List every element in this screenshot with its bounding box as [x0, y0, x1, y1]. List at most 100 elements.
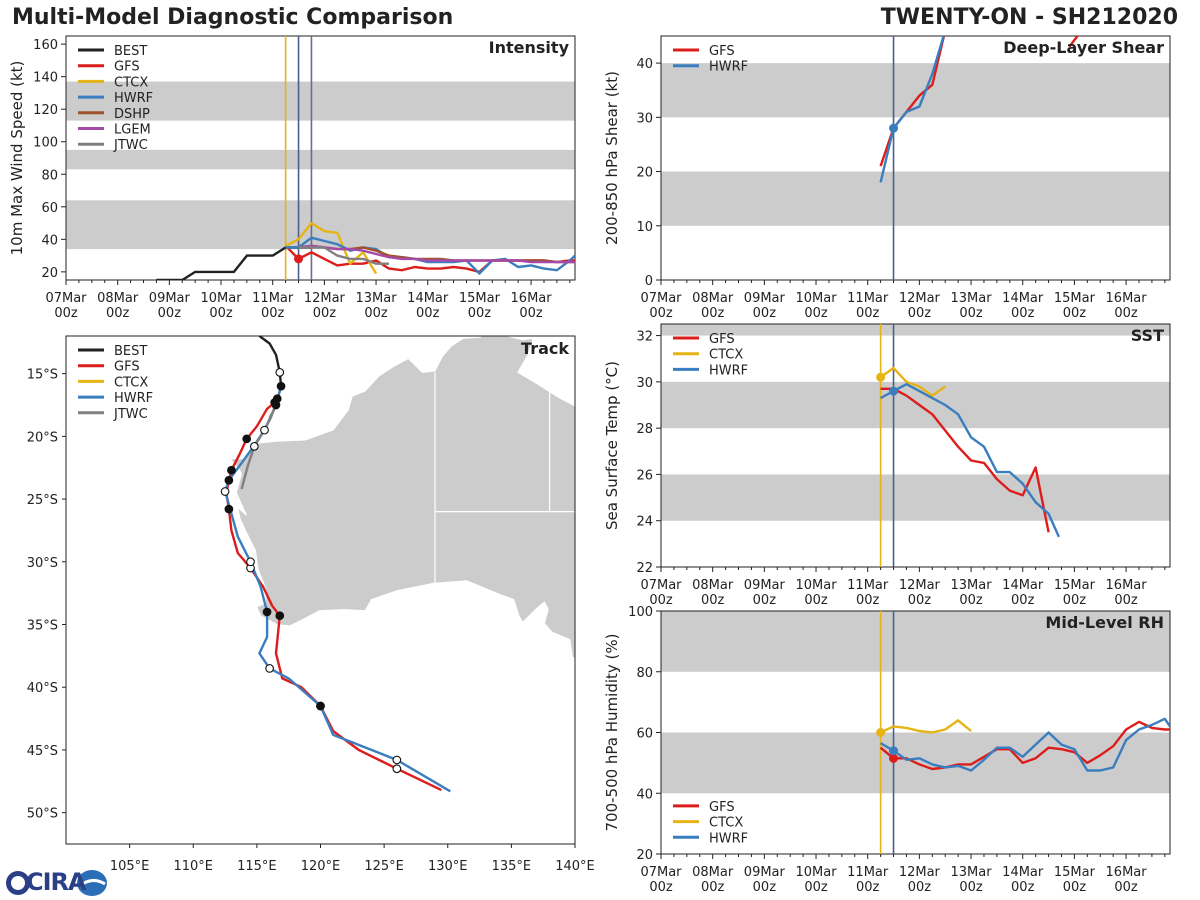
cira-logo-text: CIRA	[26, 868, 87, 896]
rh-ytick-label: 80	[636, 666, 653, 681]
rh-xtick-label: 16Mar 00z	[1106, 865, 1148, 895]
sst-band-0	[661, 474, 1170, 521]
sst-ytick-label: 24	[636, 515, 653, 530]
rh-marker-hwrf	[889, 746, 899, 756]
intensity-band-2	[66, 81, 575, 121]
track-legend-label-hwrf: HWRF	[114, 391, 153, 406]
rh-xtick-label: 08Mar 00z	[692, 865, 734, 895]
track-xtick-label: 120°E	[301, 859, 341, 874]
intensity-series-best	[156, 246, 312, 280]
intensity-xtick-label: 07Mar 00z	[45, 291, 87, 321]
intensity-legend-label-ctcx: CTCX	[114, 75, 148, 90]
rh-series-hwrf	[879, 717, 1170, 772]
shear-xtick-label: 08Mar 00z	[692, 291, 734, 321]
track-xtick-label: 105°E	[110, 859, 150, 874]
track-point-open	[246, 557, 255, 567]
track-ytick-label: 15°S	[27, 368, 58, 383]
shear-ytick-label: 30	[636, 111, 653, 126]
rh-xtick-label: 09Mar 00z	[744, 865, 786, 895]
intensity-legend-label-dshp: DSHP	[114, 107, 150, 122]
intensity-legend-label-best: BEST	[114, 44, 147, 59]
sst-ytick-label: 30	[636, 376, 653, 391]
intensity-band-1	[66, 149, 575, 170]
sst-ytick-label: 32	[636, 330, 653, 345]
intensity-xtick-label: 10Mar 00z	[200, 291, 242, 321]
sst-band-2	[661, 324, 1170, 336]
sst-title: SST	[1131, 326, 1164, 345]
track-ytick-label: 50°S	[27, 807, 58, 822]
track-point-open	[265, 664, 274, 673]
track-ytick-label: 25°S	[27, 493, 58, 508]
track-xtick-label: 135°E	[492, 859, 532, 874]
track-legend-label-gfs: GFS	[114, 360, 140, 375]
sst-legend-label-gfs: GFS	[709, 332, 735, 347]
rh-series-gfs	[879, 720, 1170, 771]
rh-ytick-label: 40	[636, 787, 653, 802]
track-legend-label-ctcx: CTCX	[114, 375, 148, 390]
track-point-filled	[276, 381, 286, 391]
track-xtick-label: 125°E	[364, 859, 404, 874]
shear-legend-label-gfs: GFS	[709, 44, 735, 59]
intensity-ytick-label: 20	[41, 266, 58, 281]
shear-xtick-label: 11Mar 00z	[847, 291, 889, 321]
rh-panel: 07Mar 00z 08Mar 00z 09Mar 00z 10Mar 00z 11Mar 00z…	[603, 605, 1171, 895]
track-ytick-label: 45°S	[27, 744, 58, 759]
track-point-open	[260, 425, 269, 435]
track-xtick-label: 110°E	[173, 859, 213, 874]
track-series-best	[258, 336, 283, 387]
sst-legend-label-hwrf: HWRF	[709, 363, 748, 378]
australia-landmass	[229, 336, 575, 659]
rh-series-group	[876, 611, 1170, 854]
intensity-series-ctcx	[285, 221, 378, 275]
rh-xtick-label: 13Mar 00z	[951, 865, 993, 895]
sst-xtick-label: 07Mar 00z	[640, 578, 682, 608]
intensity-xtick-label: 09Mar 00z	[149, 291, 191, 321]
shear-frame	[660, 35, 1171, 281]
track-point-filled	[271, 400, 281, 410]
intensity-ytick-label: 100	[33, 136, 58, 151]
track-series-jtwc	[240, 403, 278, 490]
shear-series-group	[879, 36, 1080, 280]
intensity-ytick-label: 120	[33, 103, 58, 118]
intensity-xtick-label: 14Mar 00z	[407, 291, 449, 321]
sst-xtick-label: 14Mar 00z	[1002, 578, 1044, 608]
shear-xtick-label: 07Mar 00z	[640, 291, 682, 321]
shear-ytick-label: 0	[645, 274, 653, 289]
track-title: Track	[521, 339, 569, 358]
shear-title: Deep-Layer Shear	[1003, 38, 1164, 57]
shear-legend-label-hwrf: HWRF	[709, 60, 748, 75]
track-point-filled	[224, 504, 234, 514]
track-ytick-label: 20°S	[27, 430, 58, 445]
track-xtick-label: 130°E	[428, 859, 468, 874]
track-point-filled	[242, 434, 252, 444]
intensity-xtick-label: 12Mar 00z	[304, 291, 346, 321]
sst-xtick-label: 08Mar 00z	[692, 578, 734, 608]
intensity-series-jtwc	[298, 246, 389, 265]
intensity-legend-label-lgem: LGEM	[114, 123, 151, 138]
rh-xtick-label: 10Mar 00z	[795, 865, 837, 895]
shear-xtick-label: 14Mar 00z	[1002, 291, 1044, 321]
intensity-ylabel: 10m Max Wind Speed (kt)	[8, 61, 26, 256]
track-point-filled	[275, 611, 285, 621]
sst-ytick-label: 26	[636, 468, 653, 483]
shear-ytick-label: 10	[636, 220, 653, 235]
intensity-title: Intensity	[489, 38, 570, 57]
rh-legend-label-hwrf: HWRF	[709, 831, 748, 846]
rh-xtick-label: 12Mar 00z	[899, 865, 941, 895]
intensity-band-0	[66, 200, 575, 250]
rh-marker-gfs	[889, 753, 899, 763]
intensity-legend-label-hwrf: HWRF	[114, 91, 153, 106]
intensity-panel: 07Mar 00z 08Mar 00z 09Mar 00z 10Mar 00z 11Mar 00z…	[8, 35, 576, 321]
track-point-open	[275, 368, 285, 377]
intensity-marker-gfs	[294, 254, 304, 264]
sst-xtick-label: 16Mar 00z	[1106, 578, 1148, 608]
track-ytick-label: 35°S	[27, 618, 58, 633]
track-point-filled	[227, 465, 236, 475]
intensity-xtick-label: 15Mar 00z	[459, 291, 501, 321]
intensity-xtick-label: 08Mar 00z	[97, 291, 139, 321]
track-legend-label-jtwc: JTWC	[113, 407, 148, 422]
rh-xtick-label: 11Mar 00z	[847, 865, 889, 895]
shear-ylabel: 200-850 hPa Shear (kt)	[603, 71, 621, 245]
